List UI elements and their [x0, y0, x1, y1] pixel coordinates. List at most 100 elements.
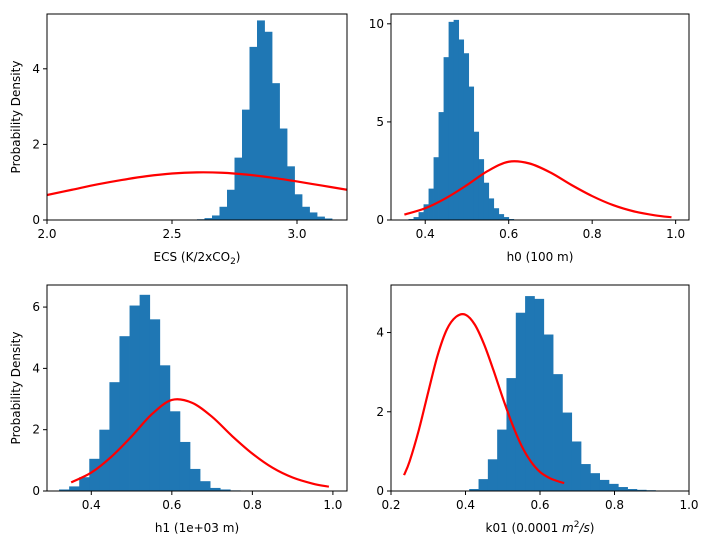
histogram-bar [478, 479, 489, 491]
histogram-bar [189, 468, 201, 491]
y-tick-label: 10 [369, 17, 384, 31]
x-axis-label: h1 (1e+03 m) [155, 521, 239, 535]
x-tick-label: 0.6 [499, 227, 518, 241]
plot-area [47, 20, 347, 220]
histogram-bar [418, 212, 424, 220]
histogram-bar [463, 53, 470, 220]
histogram-bar [279, 128, 288, 220]
histogram-bar [200, 481, 211, 491]
histogram-bar [458, 39, 465, 220]
histogram-bar [571, 441, 582, 491]
histogram-bar [453, 19, 460, 220]
x-axis-label: h0 (100 m) [507, 250, 574, 264]
plot-area [59, 294, 330, 491]
histogram-bar [503, 217, 510, 220]
x-tick-label: 1.0 [679, 498, 698, 512]
x-tick-label: 1.0 [323, 498, 342, 512]
histogram-bar [443, 57, 449, 220]
histogram-bar [294, 194, 303, 220]
subplot-3: 0.4 0.6 0.8 1.0 0 2 4 6 h1 (1e+03 m) Probability … [9, 284, 348, 535]
histogram-bar [423, 204, 429, 220]
histogram-bar [129, 305, 141, 491]
x-tick-label: 0.8 [583, 227, 602, 241]
histogram-bar [413, 217, 419, 220]
histogram-bar [562, 412, 573, 491]
histogram-bar [220, 489, 231, 491]
histogram-bar [438, 112, 444, 220]
y-axis-label: Probability Density [9, 61, 23, 174]
x-tick-label: 0.2 [381, 498, 400, 512]
histogram-bar [543, 334, 554, 491]
histogram-bar [478, 159, 485, 220]
histogram-bar [69, 486, 80, 491]
histogram-bar [89, 458, 100, 491]
histogram-bar [636, 489, 647, 491]
x-tick-label: 0.6 [162, 498, 181, 512]
y-tick-label: 0 [32, 213, 40, 227]
histogram-bar [469, 489, 479, 491]
histogram-bar [428, 188, 434, 220]
y-tick-label: 0 [32, 484, 40, 498]
histogram-bar [99, 429, 110, 491]
histogram-bar [109, 382, 120, 491]
x-tick-label: 2.5 [162, 227, 181, 241]
histogram-bar [324, 218, 333, 220]
y-tick-label: 0 [376, 213, 384, 227]
x-tick-label: 0.8 [243, 498, 262, 512]
y-axis-label: Probability Density [9, 332, 23, 445]
histogram-bar [309, 212, 318, 220]
histogram-bar [534, 298, 545, 491]
histogram-bar [149, 319, 161, 491]
x-tick-label: 0.4 [416, 227, 435, 241]
histogram-bar [493, 208, 500, 220]
histogram-bar [119, 336, 130, 491]
histogram-bar [448, 21, 455, 220]
histogram-bar [498, 214, 505, 220]
histogram-bar [468, 86, 475, 220]
y-tick-label: 5 [376, 115, 384, 129]
histogram-bar [483, 182, 490, 220]
histogram-bar [515, 312, 526, 491]
histogram-bar [139, 294, 151, 491]
histogram-bar [302, 206, 310, 220]
prior-curve [404, 160, 672, 219]
axes-frame [46, 284, 348, 492]
histogram-bar [227, 189, 235, 220]
histogram-bar [580, 464, 591, 491]
plot-area [403, 296, 684, 491]
histogram-bar [234, 157, 243, 220]
x-axis-label: ECS (K/2xCO2) [154, 250, 241, 267]
histogram-bar [179, 441, 191, 491]
x-tick-label: 0.4 [456, 498, 475, 512]
histogram-bar [473, 131, 480, 220]
axes-frame [390, 13, 690, 221]
prior-curve [47, 171, 347, 197]
histogram-bar [242, 109, 250, 220]
plot-area [404, 19, 672, 220]
histogram-bar [608, 483, 619, 491]
y-tick-label: 4 [32, 62, 40, 76]
histogram-bar [264, 31, 273, 220]
x-axis-label: k01 (0.0001 m2/s) [486, 520, 595, 535]
subplot-1: 2.0 2.5 3.0 0 2 4 ECS (K/2xCO2) Probability Den… [9, 13, 348, 267]
x-tick-label: 2.0 [37, 227, 56, 241]
histogram-bar [79, 477, 90, 491]
x-tick-label: 0.6 [530, 498, 549, 512]
histogram-bar [506, 378, 517, 491]
histogram-bar [210, 487, 221, 491]
histogram-bar [627, 489, 638, 491]
histogram-bar [272, 83, 280, 220]
histogram-bar [249, 46, 258, 220]
prior-curve [403, 313, 565, 485]
histogram-bar [219, 206, 228, 220]
x-tick-label: 0.8 [605, 498, 624, 512]
histogram-bar [497, 429, 507, 491]
histogram-bar [599, 479, 610, 491]
histogram-bar [169, 411, 181, 491]
y-tick-label: 2 [376, 405, 384, 419]
histogram-bar [590, 473, 600, 491]
histogram-bar [59, 489, 70, 491]
axes-frame [46, 13, 348, 221]
histogram-bar [488, 198, 495, 220]
